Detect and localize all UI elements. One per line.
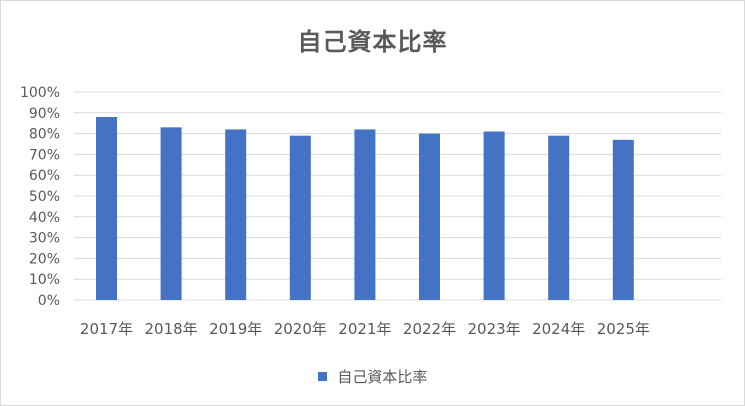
x-tick-label: 2024年 bbox=[532, 320, 585, 338]
y-tick-label: 100% bbox=[20, 85, 60, 101]
y-tick-label: 0% bbox=[38, 293, 60, 309]
x-tick-label: 2025年 bbox=[597, 320, 650, 338]
chart-legend: 自己資本比率 bbox=[0, 366, 745, 387]
bar-2024年 bbox=[548, 135, 570, 300]
x-tick-label: 2023年 bbox=[468, 320, 521, 338]
y-tick-label: 50% bbox=[29, 189, 60, 205]
x-tick-label: 2020年 bbox=[274, 320, 327, 338]
bar-2017年 bbox=[96, 116, 117, 301]
bar-2025年 bbox=[612, 139, 634, 300]
legend-label: 自己資本比率 bbox=[337, 368, 428, 386]
chart-title: 自己資本比率 bbox=[297, 28, 448, 56]
y-tick-label: 70% bbox=[29, 147, 60, 163]
y-tick-label: 10% bbox=[29, 272, 60, 288]
y-tick-label: 30% bbox=[29, 231, 60, 247]
bar-2018年 bbox=[160, 127, 182, 300]
x-tick-label: 2018年 bbox=[145, 320, 198, 338]
bar-2019年 bbox=[225, 129, 247, 300]
y-tick-label: 20% bbox=[29, 251, 60, 267]
y-tick-label: 60% bbox=[29, 168, 60, 184]
bar-2023年 bbox=[483, 131, 505, 300]
bar-2021年 bbox=[354, 129, 376, 300]
bar-2020年 bbox=[289, 135, 311, 300]
bar-2022年 bbox=[419, 133, 440, 300]
legend-swatch bbox=[317, 372, 327, 381]
y-tick-label: 80% bbox=[29, 127, 60, 143]
y-tick-label: 90% bbox=[29, 106, 60, 122]
y-tick-label: 40% bbox=[29, 210, 60, 226]
x-tick-label: 2019年 bbox=[209, 320, 262, 338]
x-tick-label: 2017年 bbox=[80, 320, 133, 338]
x-tick-label: 2022年 bbox=[403, 320, 456, 338]
x-tick-label: 2021年 bbox=[338, 320, 391, 338]
